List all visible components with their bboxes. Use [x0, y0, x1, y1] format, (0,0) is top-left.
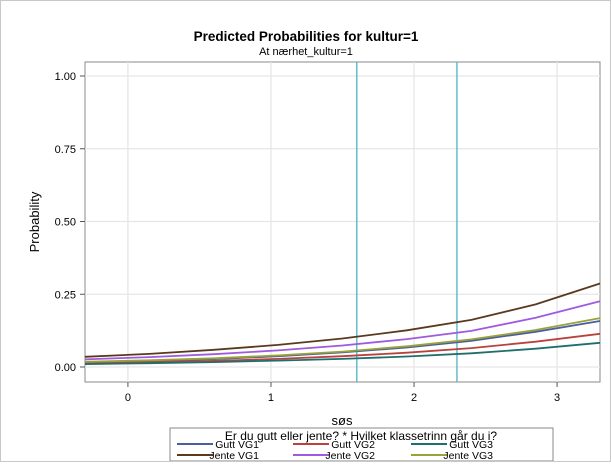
x-tick-label: 1 [268, 392, 274, 404]
legend-entries: Gutt VG1 Gutt VG2 Gutt VG3 Jente VG1 Jente V… [177, 439, 493, 462]
legend: Er du gutt eller jente? * Hvilket klasse… [169, 427, 554, 462]
y-axis-label: Probability [27, 191, 42, 252]
legend-label: Jente VG2 [325, 450, 375, 461]
y-tick-label: 0.00 [55, 362, 76, 374]
legend-box [169, 427, 554, 462]
grid [85, 62, 600, 382]
x-axis-label: søs [332, 413, 353, 428]
x-tick-label: 0 [125, 392, 131, 404]
chart-title: Predicted Probabilities for kultur=1 [194, 29, 419, 44]
y-axis-ticks: 0.00 0.25 0.50 0.75 1.00 [55, 71, 85, 374]
series-line [84, 282, 601, 358]
series-line [84, 332, 601, 365]
reference-lines [356, 62, 458, 382]
x-axis-ticks: 0 1 2 3 [125, 382, 560, 404]
legend-label: Gutt VG2 [331, 439, 375, 451]
legend-label: Gutt VG1 [215, 439, 259, 451]
x-tick-label: 3 [554, 392, 560, 404]
series-line [84, 317, 601, 363]
series-line [84, 300, 601, 361]
y-tick-label: 0.50 [55, 217, 76, 229]
x-tick-label: 2 [411, 392, 417, 404]
chart-subtitle: At nærhet_kultur=1 [259, 46, 353, 58]
legend-label: Gutt VG3 [449, 439, 493, 451]
legend-label: Jente VG1 [209, 450, 259, 461]
series-line [84, 341, 601, 365]
y-tick-label: 0.75 [55, 144, 76, 156]
legend-label: Jente VG3 [443, 450, 493, 461]
y-tick-label: 1.00 [55, 71, 76, 83]
series-lines [84, 282, 601, 365]
y-tick-label: 0.25 [55, 289, 76, 301]
legend-title: Er du gutt eller jente? * Hvilket klasse… [225, 429, 497, 443]
